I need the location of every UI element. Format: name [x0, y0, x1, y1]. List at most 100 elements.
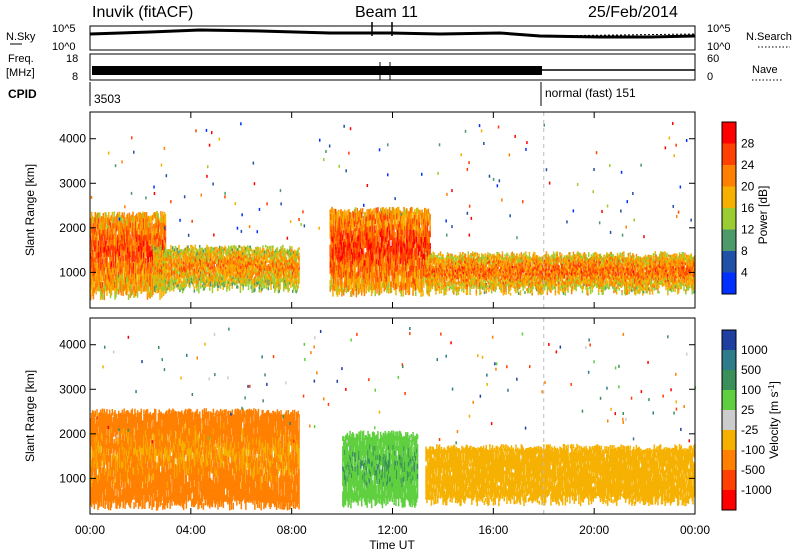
- data-cell: [420, 278, 422, 285]
- data-cell: [425, 233, 428, 239]
- data-cell: [122, 238, 124, 245]
- data-cell: [208, 246, 210, 250]
- data-cell: [130, 255, 132, 262]
- data-cell: [283, 262, 286, 266]
- data-cell: [276, 250, 279, 253]
- data-cell: [344, 218, 347, 225]
- data-cell: [115, 222, 117, 228]
- data-cell: [270, 266, 272, 270]
- data-cell: [380, 246, 383, 252]
- data-cell: [282, 250, 284, 253]
- data-cell: [99, 268, 101, 275]
- data-cell: [386, 257, 388, 264]
- data-cell: [128, 246, 131, 252]
- data-cell: [416, 253, 419, 260]
- data-cell: [413, 247, 415, 254]
- data-cell: [153, 275, 155, 278]
- data-cell: [162, 222, 164, 229]
- data-cell: [184, 279, 187, 283]
- data-cell: [385, 265, 387, 271]
- data-cell: [243, 264, 245, 268]
- data-cell: [222, 263, 224, 267]
- data-cell: [238, 266, 241, 270]
- data-cell: [205, 255, 207, 259]
- data-cell: [153, 223, 155, 230]
- data-cell: [412, 277, 414, 284]
- data-cell: [278, 262, 280, 266]
- data-cell: [203, 252, 206, 256]
- data-cell: [195, 253, 197, 257]
- data-cell: [414, 244, 416, 251]
- data-cell: [265, 271, 268, 275]
- data-cell: [111, 234, 114, 240]
- data-cell: [343, 265, 345, 272]
- data-cell: [137, 262, 140, 269]
- data-cell: [161, 262, 163, 266]
- data-cell: [435, 275, 437, 279]
- data-cell: [432, 251, 434, 254]
- data-cell: [273, 251, 275, 254]
- data-cell: [329, 250, 331, 257]
- data-cell: [329, 233, 331, 239]
- data-cell: [395, 277, 397, 284]
- data-cell: [377, 270, 379, 277]
- data-cell: [288, 273, 290, 277]
- data-cell: [135, 238, 137, 244]
- data-cell: [451, 266, 453, 269]
- data-cell: [397, 206, 399, 213]
- data-cell: [182, 258, 185, 262]
- data-cell: [163, 264, 166, 267]
- data-cell: [133, 268, 135, 275]
- data-cell: [157, 246, 159, 250]
- data-cell: [296, 273, 298, 277]
- data-cell: [118, 239, 121, 246]
- data-cell: [135, 213, 138, 220]
- data-cell: [155, 227, 158, 234]
- data-cell: [415, 248, 417, 255]
- data-cell: [143, 235, 145, 241]
- data-cell: [204, 268, 206, 271]
- data-cell: [220, 279, 223, 283]
- data-cell: [128, 274, 131, 280]
- data-cell: [142, 261, 144, 268]
- data-cell: [267, 287, 270, 291]
- data-cell: [216, 269, 218, 273]
- data-cell: [198, 281, 200, 285]
- data-cell: [100, 268, 103, 275]
- data-cell: [351, 224, 353, 231]
- data-cell: [271, 248, 273, 252]
- data-cell: [340, 214, 342, 221]
- data-cell: [409, 254, 412, 261]
- data-cell: [447, 261, 450, 264]
- data-cell: [144, 285, 146, 291]
- data-cell: [443, 276, 445, 280]
- data-cell: [432, 277, 434, 281]
- data-cell: [334, 214, 337, 221]
- data-cell: [351, 272, 353, 279]
- data-cell: [117, 234, 119, 241]
- data-cell: [400, 224, 403, 231]
- data-cell: [169, 259, 171, 262]
- data-cell: [275, 267, 278, 271]
- data-cell: [192, 269, 195, 273]
- data-cell: [235, 281, 237, 285]
- data-cell: [162, 263, 165, 267]
- data-cell: [329, 279, 331, 286]
- data-cell: [286, 263, 289, 267]
- data-cell: [279, 275, 281, 278]
- data-cell: [117, 237, 120, 243]
- data-cell: [450, 269, 452, 272]
- data-cell: [257, 272, 260, 276]
- data-cell: [273, 276, 275, 280]
- data-cell: [160, 244, 162, 248]
- data-cell: [348, 267, 350, 274]
- data-cell: [283, 258, 285, 262]
- data-cell: [339, 250, 341, 257]
- data-cell: [127, 276, 130, 283]
- data-cell: [190, 280, 193, 284]
- data-cell: [157, 219, 159, 225]
- data-cell: [259, 264, 261, 267]
- data-cell: [450, 261, 452, 265]
- data-cell: [171, 267, 173, 270]
- data-cell: [339, 280, 341, 287]
